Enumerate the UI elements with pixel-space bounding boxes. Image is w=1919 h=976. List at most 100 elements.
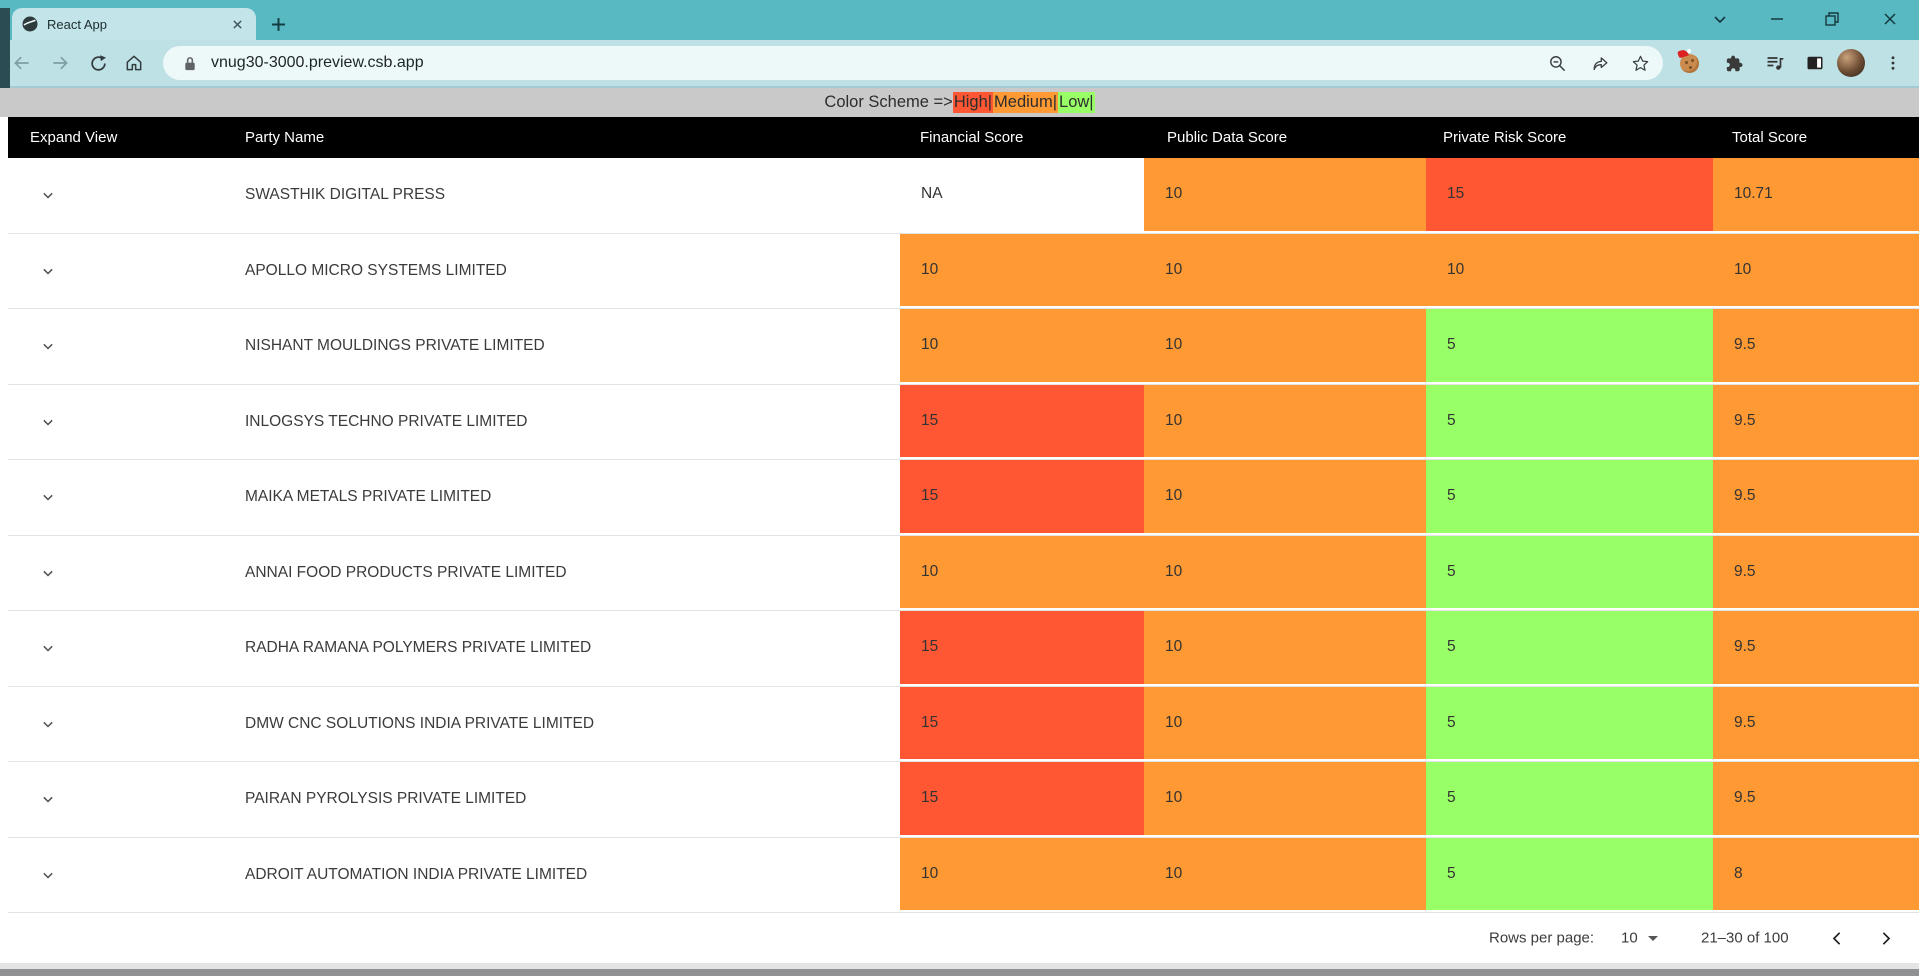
url-bar[interactable]: vnug30-3000.preview.csb.app [163,46,1663,80]
expand-row-button[interactable] [36,183,60,207]
column-header-public-data-score: Public Data Score [1167,129,1288,146]
back-button[interactable] [6,47,38,79]
expand-row-button[interactable] [36,561,60,585]
column-header-expand-view: Expand View [30,129,118,146]
public-score-cell: 10 [1144,384,1426,459]
color-scheme-level-low: Low| [1058,92,1095,113]
table-row: NISHANT MOULDINGS PRIVATE LIMITED 10 10 5 9.… [8,309,1919,385]
financial-score-cell: 10 [900,309,1144,384]
private-score-cell: 5 [1426,837,1713,912]
table-header: Expand View Party Name Financial Score Publ… [8,117,1919,158]
public-score-cell: 10 [1144,460,1426,535]
expand-row-button[interactable] [36,636,60,660]
window-chevron-button[interactable] [1698,2,1742,36]
profile-avatar[interactable] [1836,48,1866,78]
pagination-range-label: 21–30 of 100 [1701,929,1789,947]
party-name: PAIRAN PYROLYSIS PRIVATE LIMITED [245,790,527,808]
chevron-down-icon [43,721,53,728]
color-scheme-level-high: High| [952,92,994,113]
financial-score-cell: 15 [900,762,1144,837]
expand-row-button[interactable] [36,712,60,736]
private-score-cell: 10 [1426,233,1713,308]
media-playlist-icon[interactable] [1760,48,1790,78]
column-header-private-risk-score: Private Risk Score [1443,129,1567,146]
public-score-cell: 10 [1144,762,1426,837]
window-bottom-edge [0,969,1919,976]
rows-per-page-select[interactable]: 10 [1621,929,1638,947]
expand-row-button[interactable] [36,863,60,887]
table-body: SWASTHIK DIGITAL PRESS NA 10 15 10.71 APOLLO … [8,158,1919,913]
public-score-cell: 10 [1144,309,1426,384]
window-close-button[interactable] [1868,2,1912,36]
table-row: MAIKA METALS PRIVATE LIMITED 15 10 5 9.5 [8,460,1919,536]
window-restore-button[interactable] [1810,2,1854,36]
table-row: DMW CNC SOLUTIONS INDIA PRIVATE LIMITED 1… [8,686,1919,762]
total-score-cell: 10.71 [1713,158,1919,233]
private-score-cell: 5 [1426,686,1713,761]
rows-per-page-label: Rows per page: [1489,929,1595,947]
table-row: APOLLO MICRO SYSTEMS LIMITED 10 10 10 10 [8,233,1919,309]
cookie-extension-icon[interactable] [1674,48,1704,78]
private-score-cell: 5 [1426,309,1713,384]
forward-button[interactable] [44,47,76,79]
bookmark-star-icon[interactable] [1624,47,1656,79]
public-score-cell: 10 [1144,611,1426,686]
private-score-cell: 5 [1426,384,1713,459]
window-edge [0,8,10,88]
total-score-cell: 9.5 [1713,762,1919,837]
total-score-cell: 9.5 [1713,384,1919,459]
expand-row-button[interactable] [36,410,60,434]
party-name: INLOGSYS TECHNO PRIVATE LIMITED [245,412,528,430]
lock-icon[interactable] [183,56,197,71]
chevron-down-icon [43,570,53,577]
next-page-button[interactable] [1867,920,1903,956]
party-name: ANNAI FOOD PRODUCTS PRIVATE LIMITED [245,563,567,581]
chevron-down-icon [43,495,53,501]
party-name: APOLLO MICRO SYSTEMS LIMITED [245,261,507,279]
financial-score-cell: 15 [900,686,1144,761]
expand-row-button[interactable] [36,259,60,283]
expand-row-button[interactable] [36,334,60,358]
previous-page-button[interactable] [1819,920,1855,956]
public-score-cell: 10 [1144,158,1426,233]
party-name: SWASTHIK DIGITAL PRESS [245,186,446,204]
tab-close-icon[interactable] [228,15,246,33]
party-name: ADROIT AUTOMATION INDIA PRIVATE LIMITED [245,865,588,883]
private-score-cell: 5 [1426,460,1713,535]
side-panel-icon[interactable] [1800,48,1830,78]
expand-row-button[interactable] [36,787,60,811]
table-row: RADHA RAMANA POLYMERS PRIVATE LIMITED 15 1… [8,611,1919,687]
chevron-down-icon [43,268,53,275]
column-header-party-name: Party Name [245,129,325,146]
new-tab-button[interactable] [264,10,292,38]
table-row: SWASTHIK DIGITAL PRESS NA 10 15 10.71 [8,158,1919,234]
private-score-cell: 15 [1426,158,1713,233]
financial-score-cell: NA [900,158,1144,233]
home-button[interactable] [118,47,150,79]
browser-menu-icon[interactable] [1878,48,1908,78]
reload-button[interactable] [82,47,114,79]
expand-row-button[interactable] [36,485,60,509]
column-header-financial-score: Financial Score [920,129,1024,146]
financial-score-cell: 10 [900,535,1144,610]
browser-toolbar: vnug30-3000.preview.csb.app [0,40,1919,88]
chevron-down-icon [43,646,53,652]
party-name: DMW CNC SOLUTIONS INDIA PRIVATE LIMITED [245,714,595,732]
window-minimize-button[interactable] [1755,2,1799,36]
total-score-cell: 10 [1713,233,1919,308]
public-score-cell: 10 [1144,535,1426,610]
financial-score-cell: 15 [900,384,1144,459]
zoom-icon[interactable] [1541,47,1573,79]
share-icon[interactable] [1584,47,1616,79]
public-score-cell: 10 [1144,837,1426,912]
financial-score-cell: 10 [900,837,1144,912]
private-score-cell: 5 [1426,762,1713,837]
favicon-globe-icon [22,16,38,32]
page-bottom-strip [0,963,1919,969]
party-name: RADHA RAMANA POLYMERS PRIVATE LIMITED [245,639,592,657]
browser-tab[interactable]: React App [12,8,256,40]
color-scheme-label: Color Scheme => [824,93,953,111]
browser-tab-bar: React App [0,0,1919,40]
rows-per-page-caret-icon[interactable] [1648,936,1658,941]
extensions-puzzle-icon[interactable] [1718,48,1748,78]
